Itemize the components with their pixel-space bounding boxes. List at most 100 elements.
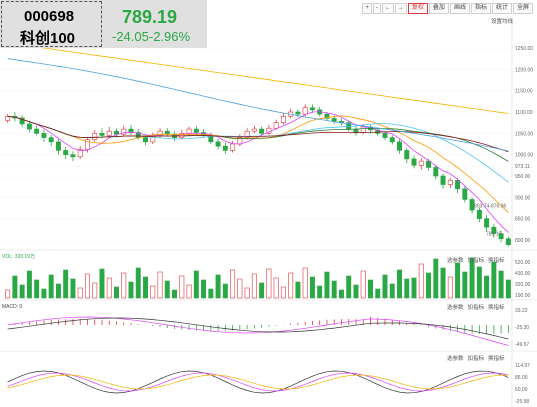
stock-code: 000698 xyxy=(24,8,75,25)
volume-bar xyxy=(41,288,47,299)
volume-tick-label: 430.00 xyxy=(515,271,531,277)
select-param-link[interactable]: 选参数 xyxy=(447,356,464,362)
candle xyxy=(440,175,446,185)
volume-bar xyxy=(505,279,511,299)
candle xyxy=(491,226,497,234)
candle xyxy=(99,133,105,136)
volume-bar xyxy=(418,263,424,299)
volume-bar xyxy=(164,280,170,299)
volume-bar xyxy=(92,282,98,299)
candle xyxy=(476,209,482,219)
price-tick-label: 800.00 xyxy=(515,238,531,244)
chart-toolbar: + - ← → 复权 叠加 画线 指标 统计 全屏 xyxy=(361,2,533,14)
volume-bar xyxy=(346,275,352,299)
volume-bar xyxy=(121,272,127,299)
add-indicator-link[interactable]: 加指标 xyxy=(467,258,485,264)
candle xyxy=(404,150,410,160)
price-tick-label: 1100.00 xyxy=(515,110,533,116)
volume-bar xyxy=(63,269,69,299)
volume-bar xyxy=(440,267,446,299)
volume-bar xyxy=(143,276,148,299)
volume-bar xyxy=(338,289,344,299)
volume-bar xyxy=(360,270,366,299)
toolbar-item-1[interactable]: - xyxy=(372,2,381,14)
volume-bar xyxy=(382,274,388,299)
select-param-link[interactable]: 选参数 xyxy=(447,305,464,311)
change-indicator-link[interactable]: 换指标 xyxy=(488,258,505,264)
volume-bar xyxy=(237,278,243,299)
toolbar-item-5[interactable]: 叠加 xyxy=(428,2,449,14)
volume-bar xyxy=(259,282,265,299)
volume-bar xyxy=(476,266,482,299)
volume-tick-label: 190.00 xyxy=(515,293,531,299)
volume-bar xyxy=(411,277,417,299)
volume-bar xyxy=(179,275,185,299)
toolbar-item-6[interactable]: 画线 xyxy=(449,2,470,14)
candle xyxy=(77,149,83,158)
candle xyxy=(302,107,308,115)
candle xyxy=(251,128,257,132)
settings-ma-link[interactable]: 设置均线 xyxy=(490,19,513,25)
macd-dea-line xyxy=(7,317,509,340)
change-indicator-link[interactable]: 换指标 xyxy=(488,305,505,311)
candle xyxy=(41,133,47,138)
volume-bar xyxy=(12,275,18,299)
candle xyxy=(259,128,265,134)
volume-bar xyxy=(309,276,315,299)
volume-bar xyxy=(353,284,359,299)
price-tick-label: 850.00 xyxy=(515,217,531,223)
volume-bar xyxy=(222,283,228,299)
candle xyxy=(331,118,337,122)
price-tick-label: 1200.00 xyxy=(515,67,533,73)
select-param-link[interactable]: 选参数 xyxy=(447,258,464,264)
candle xyxy=(193,128,199,133)
ma-line-long xyxy=(7,58,509,152)
candle xyxy=(164,130,170,135)
candle xyxy=(48,137,54,143)
volume-bar xyxy=(114,286,119,299)
price-tick-label: 1000.00 xyxy=(515,153,533,159)
candle xyxy=(230,143,236,151)
macd-tick-label: 33.22 xyxy=(515,308,528,314)
low-marker-label: 789.19 xyxy=(486,232,502,238)
volume-bar xyxy=(302,267,308,299)
toolbar-item-3[interactable]: → xyxy=(394,2,407,14)
volume-bar xyxy=(273,277,279,299)
volume-label: VOL: 320.19万 xyxy=(2,254,36,260)
candle xyxy=(222,145,228,151)
candle xyxy=(295,111,301,115)
kdj-tick-label: 50.00 xyxy=(515,387,528,393)
ma-line xyxy=(7,115,509,213)
toolbar-item-4[interactable]: 复权 xyxy=(407,2,428,14)
kdj-tick-label: 86.00 xyxy=(515,375,528,381)
volume-bar xyxy=(433,258,439,299)
macd-tick-label: -25.30 xyxy=(515,325,529,331)
volume-bar xyxy=(484,275,490,299)
add-indicator-link[interactable]: 加指标 xyxy=(467,305,485,311)
volume-bar xyxy=(34,279,40,299)
volume-bar xyxy=(251,273,257,299)
toolbar-item-8[interactable]: 统计 xyxy=(491,2,512,14)
candle xyxy=(92,133,98,141)
candle xyxy=(128,128,134,133)
volume-bar xyxy=(128,281,134,299)
volume-bar xyxy=(404,278,410,299)
volume-bar xyxy=(84,273,90,299)
candle xyxy=(397,141,402,151)
volume-bar xyxy=(375,288,381,299)
toolbar-item-2[interactable]: ← xyxy=(381,2,394,14)
candle xyxy=(433,167,439,177)
candle xyxy=(382,133,388,138)
add-indicator-link[interactable]: 加指标 xyxy=(467,356,485,362)
toolbar-item-0[interactable]: + xyxy=(362,2,372,14)
volume-bar xyxy=(77,287,83,299)
change-indicator-link[interactable]: 换指标 xyxy=(488,356,505,362)
candle xyxy=(114,130,119,135)
stock-name: 科创100 xyxy=(20,30,76,47)
volume-bar xyxy=(447,276,453,299)
toolbar-item-7[interactable]: 指标 xyxy=(470,2,491,14)
macd-tick-label: -49.57 xyxy=(515,342,529,348)
macd-panel-links: 选参数 加指标 换指标 xyxy=(447,303,505,311)
toolbar-item-9[interactable]: 全屏 xyxy=(512,2,533,14)
